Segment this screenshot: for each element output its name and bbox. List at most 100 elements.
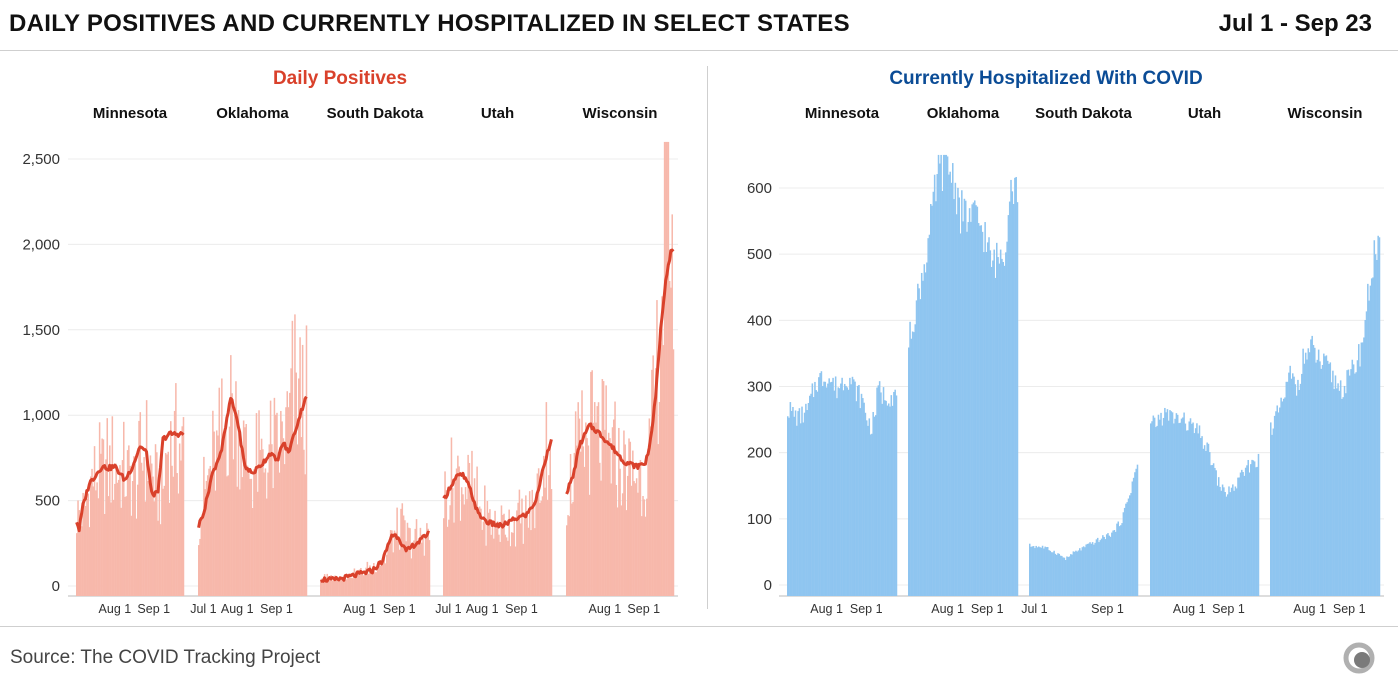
bar bbox=[389, 530, 392, 596]
bar bbox=[889, 406, 891, 596]
bar bbox=[1332, 370, 1334, 596]
bar bbox=[1221, 484, 1224, 596]
bar bbox=[809, 395, 811, 596]
bar bbox=[1257, 453, 1260, 596]
panel-title-hospitalized: Currently Hospitalized With COVID bbox=[889, 68, 1203, 89]
bar bbox=[484, 485, 486, 596]
header: DAILY POSITIVES AND CURRENTLY HOSPITALIZ… bbox=[0, 0, 1398, 51]
bar bbox=[383, 557, 385, 596]
bar bbox=[528, 491, 531, 596]
bar bbox=[374, 572, 376, 596]
bar bbox=[949, 171, 951, 596]
bar bbox=[992, 260, 994, 596]
bar bbox=[96, 482, 98, 596]
bar bbox=[842, 390, 845, 596]
bar bbox=[251, 508, 254, 596]
bar bbox=[244, 427, 246, 596]
bar bbox=[1216, 485, 1219, 596]
bar bbox=[595, 422, 597, 596]
bar bbox=[450, 437, 453, 596]
bar bbox=[642, 495, 644, 596]
bar bbox=[1273, 415, 1276, 596]
bar bbox=[1320, 368, 1323, 596]
bar bbox=[1082, 546, 1085, 596]
bar bbox=[922, 280, 924, 596]
bar bbox=[303, 449, 305, 596]
bar bbox=[591, 370, 593, 596]
bar bbox=[1211, 465, 1214, 596]
bar bbox=[648, 418, 651, 596]
bar bbox=[823, 381, 825, 596]
bar bbox=[327, 576, 330, 596]
bar bbox=[176, 473, 178, 596]
bar bbox=[523, 512, 526, 596]
bar bbox=[245, 424, 247, 596]
bar bbox=[126, 450, 129, 596]
bar bbox=[131, 480, 134, 596]
bar bbox=[665, 141, 667, 597]
bar bbox=[410, 558, 413, 596]
bar bbox=[619, 468, 621, 596]
bar bbox=[877, 385, 880, 596]
bar bbox=[566, 525, 568, 596]
bar bbox=[593, 402, 596, 596]
bar bbox=[409, 528, 411, 596]
bar bbox=[200, 517, 203, 596]
bar bbox=[928, 234, 931, 596]
bar bbox=[610, 483, 612, 596]
bar bbox=[260, 438, 263, 596]
bar bbox=[666, 141, 668, 597]
bar bbox=[859, 408, 862, 596]
bar bbox=[476, 466, 478, 596]
bar bbox=[1343, 385, 1346, 596]
bar bbox=[1086, 543, 1089, 596]
bar bbox=[534, 528, 536, 596]
bar bbox=[1354, 373, 1356, 596]
bar bbox=[418, 538, 420, 596]
bar bbox=[1031, 546, 1034, 596]
bar bbox=[855, 401, 858, 596]
bar bbox=[812, 397, 815, 596]
bar bbox=[1342, 397, 1345, 596]
bar bbox=[1041, 545, 1044, 596]
bar bbox=[1077, 550, 1080, 596]
bar bbox=[351, 577, 353, 596]
bar bbox=[282, 438, 285, 596]
bar bbox=[1346, 370, 1348, 596]
facet-label-minnesota: Minnesota bbox=[93, 105, 168, 122]
bar bbox=[926, 262, 928, 596]
bar bbox=[1324, 356, 1326, 596]
bar bbox=[1071, 554, 1073, 596]
bar bbox=[164, 453, 167, 596]
bar bbox=[98, 422, 101, 596]
bar bbox=[971, 204, 973, 596]
bar bbox=[1207, 443, 1210, 596]
bar bbox=[592, 422, 595, 596]
bar bbox=[827, 383, 829, 596]
bar bbox=[1289, 365, 1291, 596]
x-tick-label: Sep 1 bbox=[1333, 602, 1366, 616]
bar bbox=[919, 299, 922, 596]
bar bbox=[1217, 477, 1220, 596]
bar bbox=[396, 507, 398, 596]
bar bbox=[868, 418, 871, 596]
bar bbox=[649, 426, 652, 596]
bar bbox=[1108, 535, 1111, 596]
bar bbox=[286, 391, 289, 596]
bar bbox=[259, 449, 262, 596]
bar bbox=[1127, 498, 1130, 596]
bar bbox=[147, 481, 149, 596]
bar bbox=[162, 488, 164, 596]
bar bbox=[1235, 488, 1238, 596]
bar bbox=[82, 492, 84, 596]
bar bbox=[966, 231, 968, 596]
bar bbox=[1200, 438, 1202, 596]
bar bbox=[1250, 464, 1252, 596]
bar bbox=[968, 208, 971, 596]
bar bbox=[573, 452, 576, 596]
bar bbox=[387, 548, 389, 596]
bar bbox=[391, 530, 393, 596]
bar bbox=[360, 568, 362, 596]
bar bbox=[787, 416, 789, 596]
bar bbox=[487, 512, 490, 596]
